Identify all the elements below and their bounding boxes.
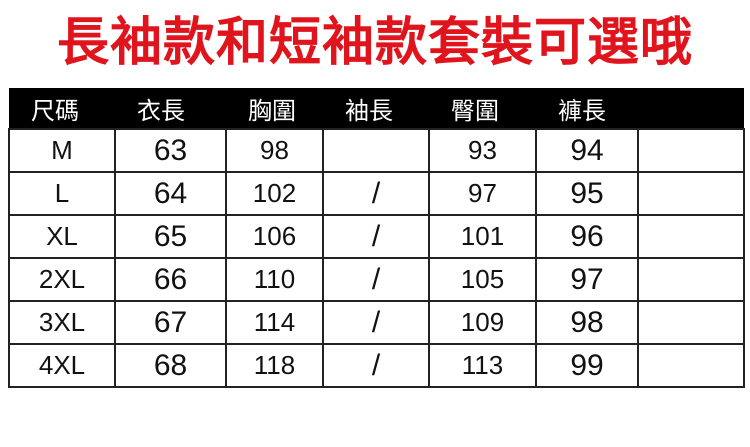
table-cell: 114 — [225, 300, 324, 345]
header-row: 尺碼 衣長 胸圍 袖長 臀圍 褲長 — [9, 88, 744, 129]
table-cell — [637, 300, 745, 345]
table-cell: 105 — [428, 257, 537, 302]
table-cell: 2XL — [8, 257, 116, 302]
table-row: XL 65 106/101 96 — [8, 214, 745, 259]
table-row: M 63 98 93 94 — [8, 128, 745, 173]
table-cell: 64 — [114, 171, 227, 216]
column-header: 褲長 — [536, 88, 638, 129]
table-cell: L — [8, 171, 116, 216]
column-header — [638, 88, 744, 129]
table-cell: 99 — [535, 343, 639, 388]
table-cell: 96 — [535, 214, 639, 259]
table-cell: 110 — [225, 257, 324, 302]
table-cell: 67 — [114, 300, 227, 345]
table-cell: / — [322, 214, 430, 259]
table-cell: XL — [8, 214, 116, 259]
table-cell: 66 — [114, 257, 227, 302]
table-cell: 68 — [114, 343, 227, 388]
table-row: 4XL 68 118/113 99 — [8, 343, 745, 388]
table-cell: / — [322, 171, 430, 216]
table-cell: 63 — [114, 128, 227, 173]
table-row: 2XL 66 110/105 97 — [8, 257, 745, 302]
size-chart-table: 尺碼 衣長 胸圍 袖長 臀圍 褲長 M 63 98 93 94 L 64 102/97 95 XL 65 106… — [8, 88, 745, 388]
table-cell — [322, 128, 430, 173]
table-cell: 118 — [225, 343, 324, 388]
table-cell: / — [322, 343, 430, 388]
table-cell: 101 — [428, 214, 537, 259]
table-cell: 95 — [535, 171, 639, 216]
column-header: 衣長 — [115, 88, 226, 129]
table-cell: 106 — [225, 214, 324, 259]
table-cell: / — [322, 300, 430, 345]
column-header: 臀圍 — [429, 88, 536, 129]
table-cell — [637, 343, 745, 388]
column-header: 袖長 — [323, 88, 429, 129]
table-cell: 93 — [428, 128, 537, 173]
table-cell: 97 — [535, 257, 639, 302]
table-cell — [637, 257, 745, 302]
column-header: 尺碼 — [9, 88, 115, 129]
table-row: L 64 102/97 95 — [8, 171, 745, 216]
table-cell — [637, 214, 745, 259]
table-cell: 102 — [225, 171, 324, 216]
table-cell: 113 — [428, 343, 537, 388]
column-header: 胸圍 — [226, 88, 323, 129]
table-cell: 109 — [428, 300, 537, 345]
table-cell: 4XL — [8, 343, 116, 388]
table-cell: M — [8, 128, 116, 173]
table-cell — [637, 171, 745, 216]
table-row: 3XL 67 114/109 98 — [8, 300, 745, 345]
table-cell — [637, 128, 745, 173]
page-title: 長袖款和短袖款套裝可選哦 — [56, 13, 693, 73]
table-cell: / — [322, 257, 430, 302]
table-cell: 97 — [428, 171, 537, 216]
table-cell: 98 — [535, 300, 639, 345]
table-cell: 98 — [225, 128, 324, 173]
table-cell: 3XL — [8, 300, 116, 345]
table-cell: 65 — [114, 214, 227, 259]
table-cell: 94 — [535, 128, 639, 173]
